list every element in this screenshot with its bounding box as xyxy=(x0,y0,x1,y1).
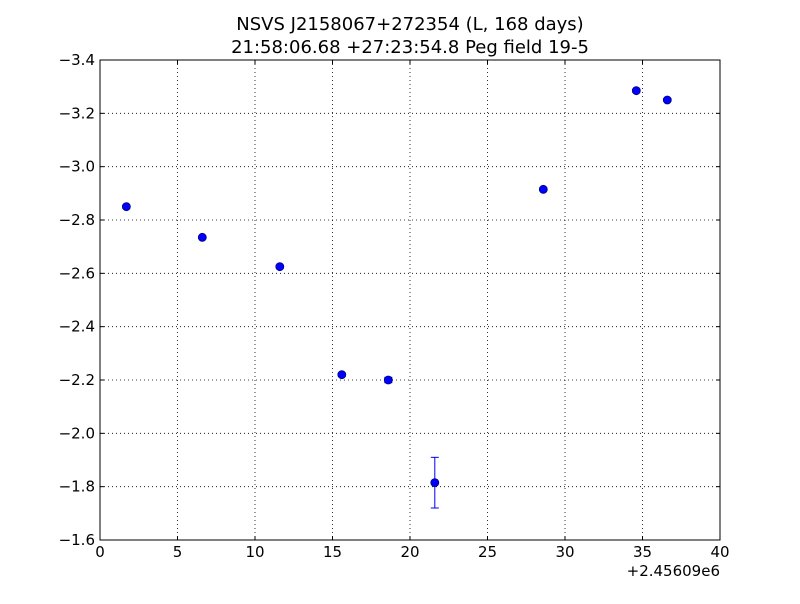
y-tick-label: −2.8 xyxy=(59,211,95,229)
data-marker xyxy=(430,478,440,488)
data-point xyxy=(197,232,207,242)
y-tick-label: −2.4 xyxy=(59,318,95,336)
x-tick-label: 30 xyxy=(555,543,574,561)
data-marker xyxy=(631,86,641,96)
y-tick-label: −3.4 xyxy=(59,51,95,69)
data-marker xyxy=(197,232,207,242)
data-point xyxy=(631,86,641,96)
data-marker xyxy=(275,262,285,272)
grid xyxy=(100,60,720,540)
chart-title: NSVS J2158067+272354 (L, 168 days) xyxy=(236,14,583,35)
y-tick-label: −1.6 xyxy=(59,531,95,549)
y-tick-label: −3.0 xyxy=(59,158,95,176)
data-marker xyxy=(121,202,131,212)
data-points xyxy=(121,86,672,509)
x-axis-offset-label: +2.45609e6 xyxy=(627,562,720,580)
data-point xyxy=(275,262,285,272)
chart-subtitle: 21:58:06.68 +27:23:54.8 Peg field 19-5 xyxy=(231,37,589,58)
y-tick-label: −2.0 xyxy=(59,424,95,442)
plot-area xyxy=(99,59,721,541)
x-tick-label: 35 xyxy=(633,543,652,561)
x-tick-label: 5 xyxy=(173,543,183,561)
data-marker xyxy=(662,95,672,105)
data-point xyxy=(538,184,548,194)
x-tick-label: 25 xyxy=(478,543,497,561)
tick-labels: 0 5 10 15 20 25 30 35 40 −1.6 −1.8 −2.0 −2.2 −2.4 −2.6… xyxy=(59,51,730,561)
y-tick-label: −1.8 xyxy=(59,478,95,496)
x-tick-label: 10 xyxy=(245,543,264,561)
x-tick-label: 20 xyxy=(400,543,419,561)
data-point xyxy=(337,370,347,380)
x-tick-label: 40 xyxy=(710,543,729,561)
data-marker xyxy=(383,375,393,385)
y-tick-label: −3.2 xyxy=(59,104,95,122)
x-tick-label: 15 xyxy=(323,543,342,561)
data-point xyxy=(121,202,131,212)
data-point xyxy=(383,375,393,385)
x-tick-label: 0 xyxy=(95,543,105,561)
data-marker xyxy=(337,370,347,380)
data-point xyxy=(430,456,440,509)
y-tick-label: −2.2 xyxy=(59,371,95,389)
y-tick-label: −2.6 xyxy=(59,264,95,282)
data-marker xyxy=(538,184,548,194)
data-point xyxy=(662,95,672,105)
